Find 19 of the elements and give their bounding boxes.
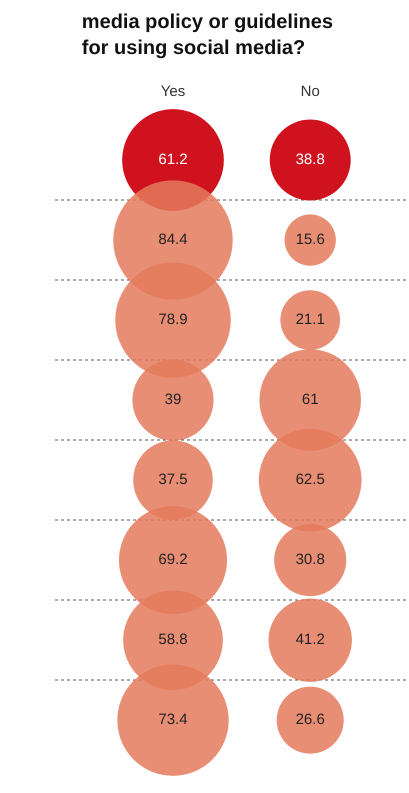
data-label: 38.8 [296,150,325,168]
text: media policy or guidelines for using social media? [82,10,333,59]
data-label: 58.8 [158,630,188,648]
data-label: 30.8 [296,550,325,568]
data-label: 78.9 [158,310,188,328]
data-label: 26.6 [296,710,325,728]
data-label: 61 [302,390,319,408]
data-label: 69.2 [158,550,188,568]
data-label: 41.2 [296,630,325,648]
data-label: 39 [164,390,182,408]
data-label: 62.5 [296,470,325,488]
data-label: 15.6 [296,230,325,248]
data-label: 21.1 [296,310,325,328]
data-label: 73.4 [158,710,188,728]
data-label: 37.5 [158,470,188,488]
category-label: No [300,83,320,100]
data-label: 61.2 [158,150,188,168]
category-label: Yes [160,83,186,100]
data-label: 84.4 [158,230,188,248]
